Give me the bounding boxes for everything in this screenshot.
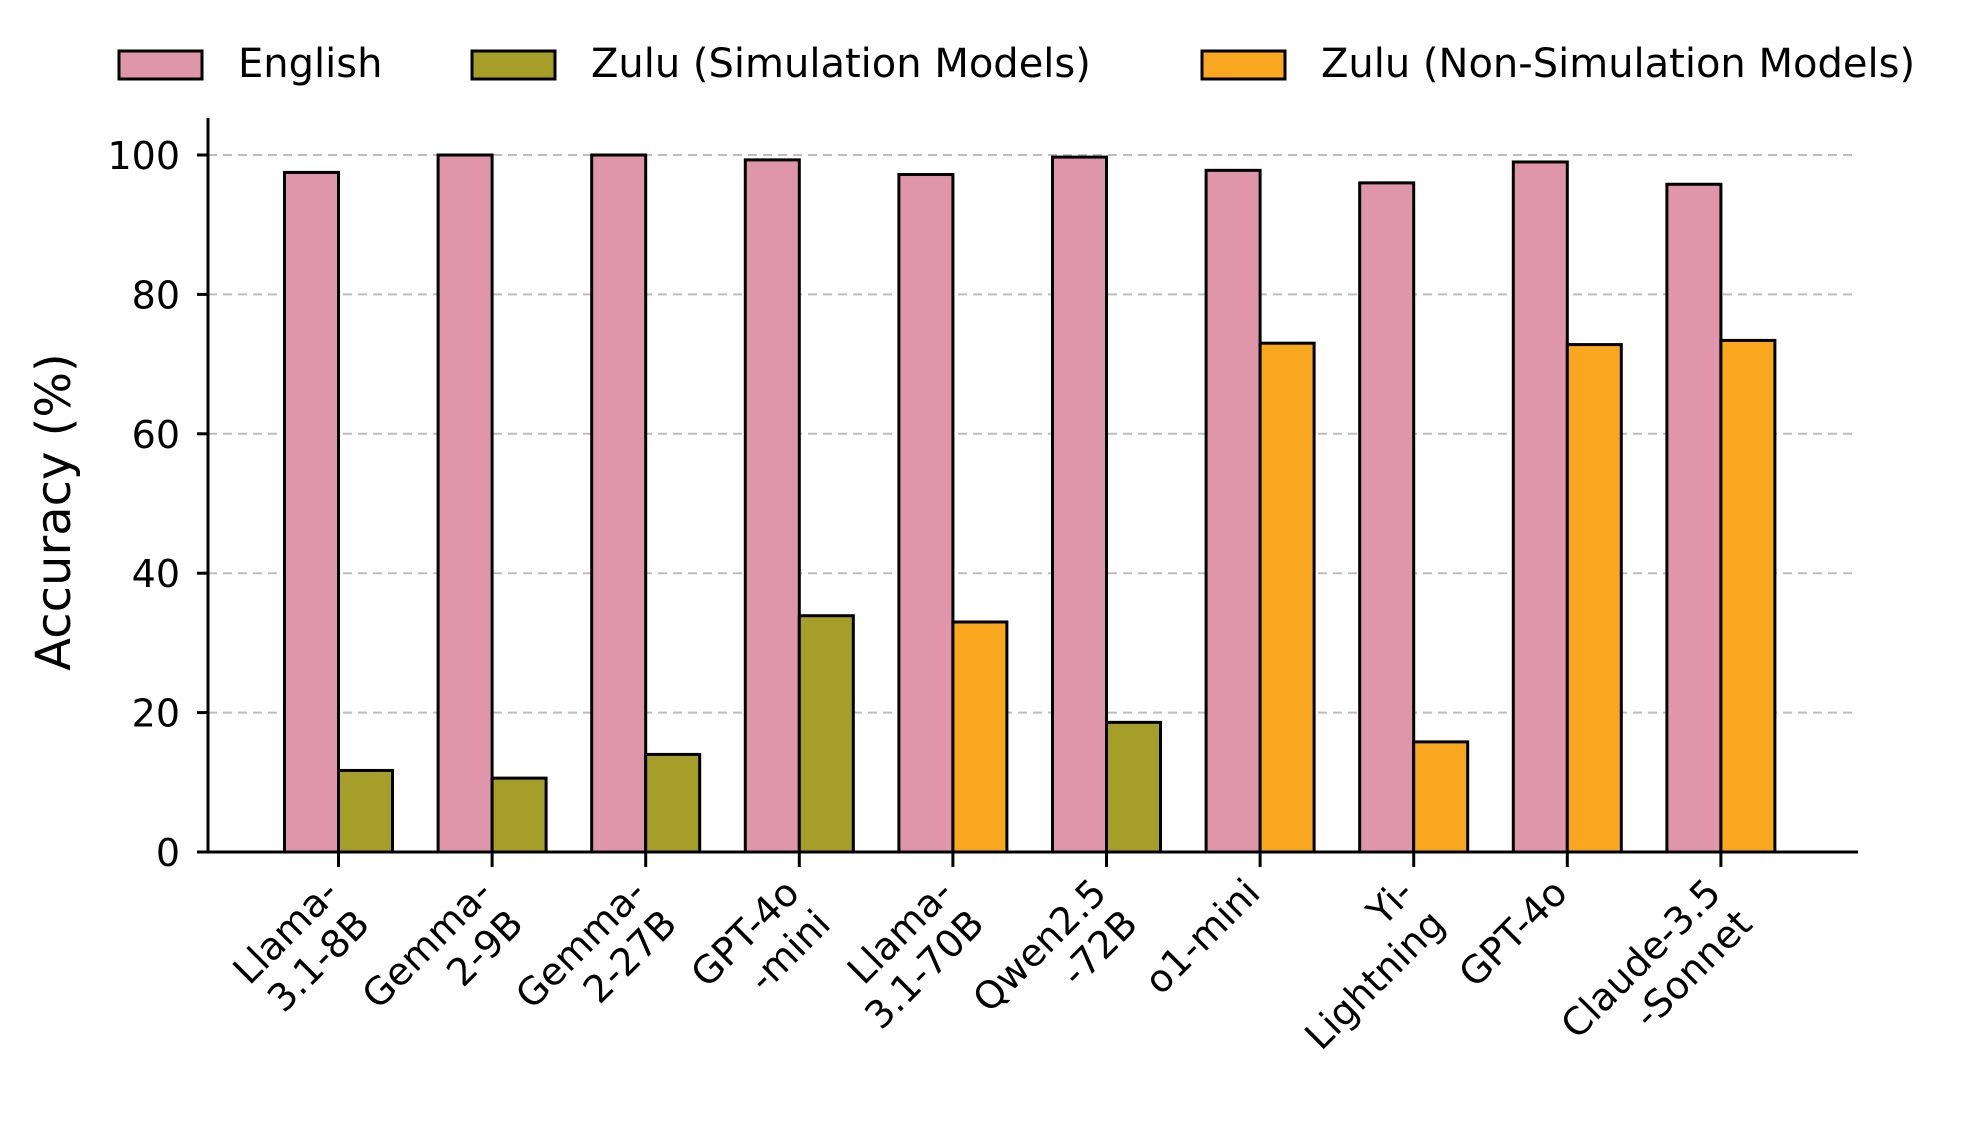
legend-swatch-zulu-non-simulation [1200,49,1287,81]
x-tick-label: Claude-3.5-Sonnet [1552,870,1760,1078]
x-tick-line: GPT-4o [1450,870,1575,995]
bar-zulu [337,768,394,854]
bar-english [1204,168,1262,854]
bar-english [1665,182,1723,854]
x-tick-text: Gemma-2-9B [353,870,531,1048]
y-tick-label: 0 [156,831,180,875]
y-tick-label: 40 [132,552,180,596]
bar-english [897,173,955,854]
bar-english [1511,160,1569,854]
x-tick-text: Qwen2.5-72B [964,870,1146,1052]
bar-english [436,153,494,854]
x-ticks: Llama-3.1-8BGemma-2-9BGemma-2-27BGPT-4o-… [225,852,1760,1078]
y-tick-label: 60 [132,413,180,457]
legend-label-zulu-simulation: Zulu (Simulation Models) [591,41,1091,87]
x-tick-label: Gemma-2-27B [507,870,685,1048]
x-tick-label: o1-mini [1136,870,1268,1002]
bars [283,153,1777,854]
y-ticks: 0 20 40 60 80 100 [107,134,208,875]
bar-zulu [490,776,548,854]
bar-zulu [797,614,855,854]
x-tick-text: Llama-3.1-70B [825,870,992,1037]
x-tick-text: Llama-3.1-8B [225,870,378,1023]
axes [206,118,1858,854]
legend: English Zulu (Simulation Models) Zulu (N… [117,41,1915,87]
bar-zulu [1258,341,1316,854]
legend-label-zulu-non-simulation: Zulu (Non-Simulation Models) [1321,41,1915,87]
y-axis-label: Accuracy (%) [26,353,82,670]
legend-swatch-zulu-simulation [470,49,557,81]
bar-english [590,153,648,854]
bar-zulu [644,752,702,854]
x-tick-label: Yi-Lightning [1265,870,1453,1058]
x-tick-label: Llama-3.1-8B [225,870,378,1023]
x-tick-line: o1-mini [1136,870,1268,1002]
x-tick-text: Gemma-2-27B [507,870,685,1048]
x-tick-label: Qwen2.5-72B [964,870,1146,1052]
bar-zulu [1105,720,1162,854]
legend-swatch-english [117,49,204,81]
x-tick-line: Lightning [1296,901,1453,1058]
bar-english [1358,181,1416,854]
bar-english [743,158,801,854]
y-tick-label: 100 [107,134,180,178]
x-tick-label: Llama-3.1-70B [825,870,992,1037]
x-tick-text: Yi-Lightning [1265,870,1453,1058]
x-tick-text: o1-mini [1136,870,1268,1002]
x-tick-label: Gemma-2-9B [353,870,531,1048]
bar-english [283,170,340,854]
y-tick-label: 20 [132,692,180,736]
bar-zulu [1412,740,1470,854]
legend-label-english: English [238,41,382,87]
x-tick-label: GPT-4o [1450,870,1575,995]
bar-zulu [1719,338,1777,854]
bar-zulu [1565,343,1623,854]
x-tick-text: GPT-4o [1450,870,1575,995]
x-tick-text: Claude-3.5-Sonnet [1552,870,1760,1078]
x-tick-text: GPT-4o-mini [682,870,838,1026]
bar-zulu [951,620,1009,854]
x-tick-label: GPT-4o-mini [682,870,838,1026]
y-tick-label: 80 [132,273,180,317]
bar-english [1051,155,1108,854]
